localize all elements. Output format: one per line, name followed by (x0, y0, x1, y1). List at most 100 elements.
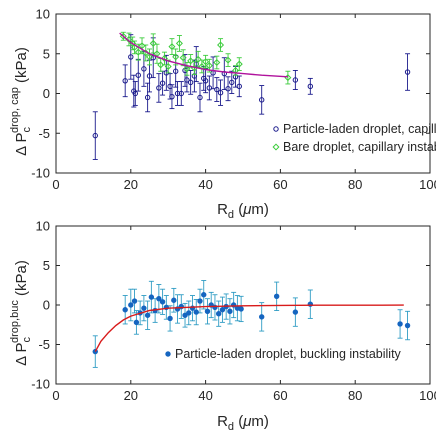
data-point (292, 77, 299, 83)
data-point (122, 307, 128, 313)
x-tick-label: 100 (419, 177, 436, 192)
y-tick-label: -5 (38, 337, 50, 352)
xlabel-bottom: Rd (μm) (217, 413, 269, 433)
ticks-bottom: 0 20 40 60 80 100 -10 -5 0 5 10 (31, 219, 436, 404)
plot-layer-top (92, 31, 411, 160)
data-point (141, 305, 147, 311)
data-point (183, 65, 191, 73)
data-point (171, 297, 177, 303)
data-point (134, 48, 142, 56)
data-point (172, 53, 180, 61)
data-point (164, 62, 172, 70)
data-point (157, 61, 165, 69)
data-point (125, 35, 133, 43)
legend-marker (165, 351, 171, 357)
data-point (167, 315, 173, 322)
data-point (273, 293, 280, 300)
series-0 (92, 34, 411, 160)
fit-line (119, 32, 288, 78)
data-point (184, 77, 190, 83)
data-point (144, 312, 151, 318)
data-point (235, 60, 243, 68)
data-point (201, 292, 207, 298)
ylabel-top: Δ Pcdrop, cap (kPa) (9, 47, 33, 156)
ticks-top: 0 20 40 60 80 100 -10 -5 0 5 10 (31, 7, 436, 193)
data-point (160, 55, 168, 63)
chart-top: 0 20 40 60 80 100 -10 -5 0 5 10 Rd (μm) Δ Pcdrop, … (9, 7, 436, 222)
data-point (144, 94, 151, 101)
data-point (202, 78, 209, 84)
data-point (307, 83, 314, 90)
y-tick-label: 0 (43, 86, 50, 101)
y-tick-label: 5 (43, 258, 50, 273)
y-tick-label: 10 (36, 7, 50, 22)
data-point (202, 58, 210, 66)
data-point (122, 78, 128, 84)
x-tick-label: 20 (124, 388, 138, 403)
legend-label: Bare droplet, capillary instability (283, 140, 436, 154)
data-point (159, 299, 166, 305)
data-point (145, 53, 154, 61)
data-point (135, 72, 141, 78)
data-point (132, 90, 138, 97)
y-tick-label: -5 (38, 126, 50, 141)
data-point (204, 308, 211, 315)
y-tick-label: 10 (36, 219, 50, 234)
data-point (92, 132, 98, 139)
x-tick-label: 60 (273, 177, 287, 192)
data-point (128, 302, 134, 308)
legend-marker (272, 143, 280, 151)
data-point (205, 62, 213, 70)
data-point (169, 93, 175, 100)
data-point (168, 43, 176, 51)
data-point (186, 310, 192, 316)
data-point (217, 90, 224, 96)
data-point (148, 294, 155, 300)
xlabel-top: Rd (μm) (217, 201, 269, 221)
data-point (141, 66, 147, 72)
data-point (227, 308, 233, 315)
data-point (172, 68, 179, 74)
data-point (179, 54, 187, 62)
ylabel-bottom: Δ Pcdrop,buc (kPa) (9, 260, 33, 366)
data-point (156, 295, 162, 302)
data-point (174, 90, 181, 97)
data-point (187, 57, 195, 65)
data-point (175, 39, 183, 47)
data-point (149, 39, 157, 47)
data-point (259, 314, 265, 320)
data-point (156, 85, 162, 91)
series-1 (119, 31, 292, 85)
series-0 (92, 280, 411, 368)
data-point (193, 309, 199, 315)
legend-label: Particle-laden droplet, buckling instabi… (175, 347, 402, 361)
x-tick-label: 0 (52, 388, 59, 403)
data-point (159, 80, 166, 86)
data-point (178, 90, 184, 97)
data-point (194, 55, 202, 63)
data-point (219, 307, 226, 313)
chart-bottom: 0 20 40 60 80 100 -10 -5 0 5 10 Rd (μm) Δ Pcdrop,b… (9, 219, 436, 434)
data-point (187, 79, 194, 86)
data-point (146, 73, 153, 79)
data-point (224, 56, 232, 64)
data-point (131, 298, 138, 304)
y-tick-label: -10 (31, 377, 50, 392)
data-point (182, 312, 188, 318)
data-point (236, 83, 242, 90)
legend-marker (273, 126, 279, 132)
x-tick-label: 100 (419, 388, 436, 403)
data-point (404, 69, 411, 75)
legend-top: Particle-laden droplet, capillary instab… (272, 122, 436, 154)
data-point (213, 58, 221, 67)
x-tick-label: 20 (124, 177, 138, 192)
y-tick-label: 5 (43, 46, 50, 61)
data-point (217, 41, 225, 49)
data-point (397, 321, 403, 327)
data-point (229, 79, 235, 86)
data-point (206, 85, 213, 91)
x-tick-label: 0 (52, 177, 59, 192)
data-point (404, 322, 411, 329)
data-point (128, 54, 134, 60)
